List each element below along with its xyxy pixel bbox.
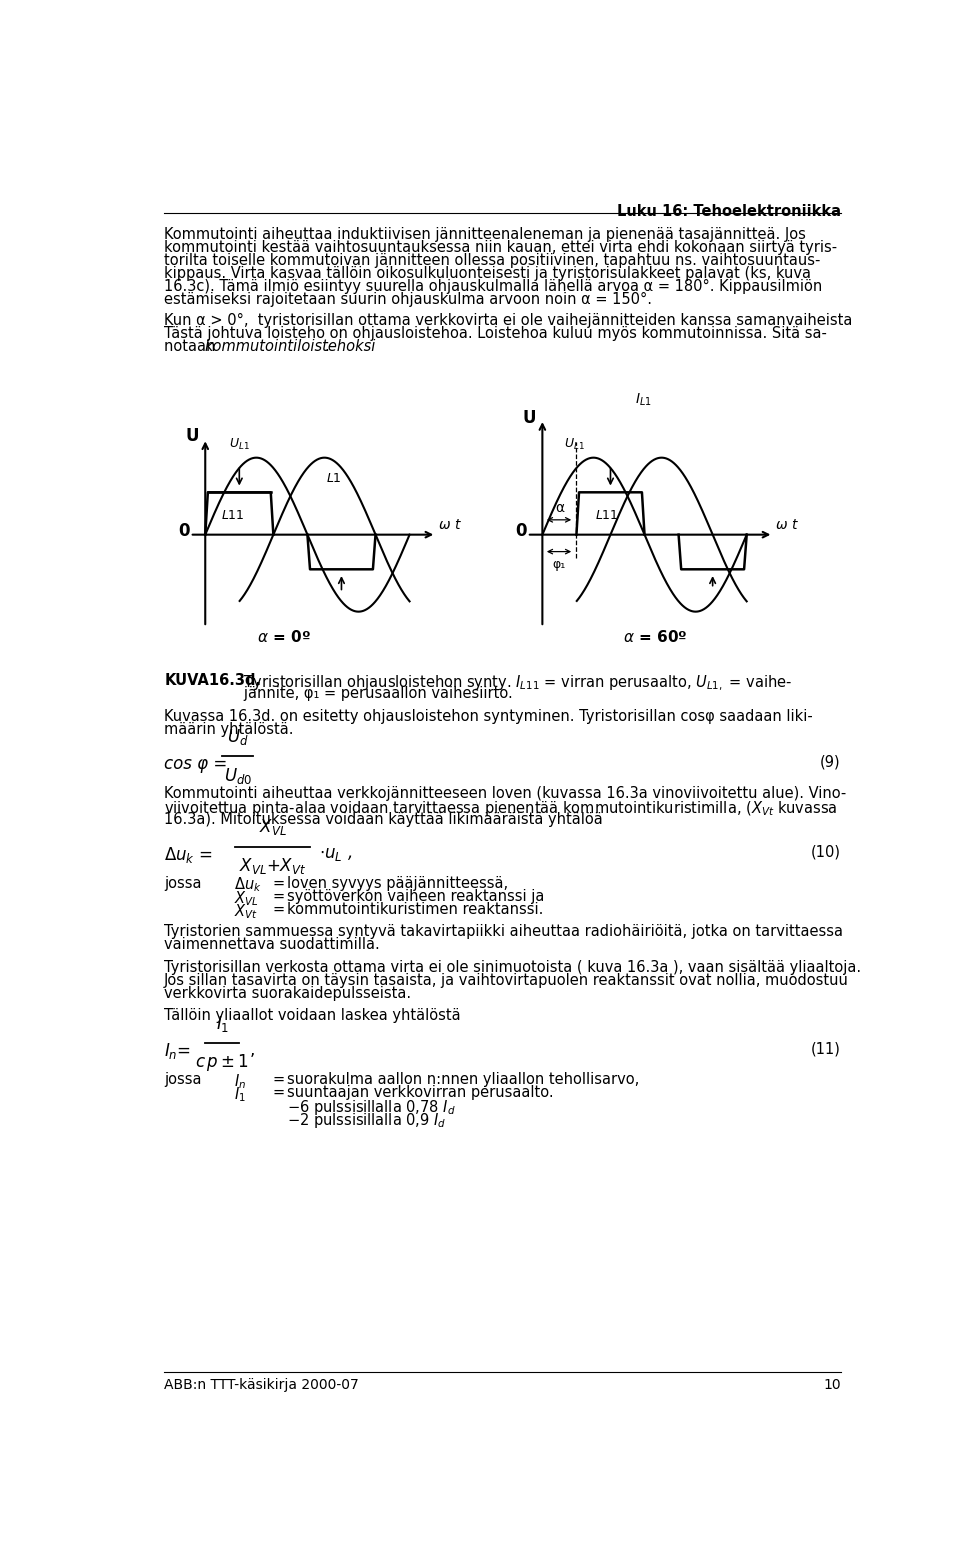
Text: ω t: ω t: [440, 519, 461, 533]
Text: $c\,p \pm 1$: $c\,p \pm 1$: [195, 1052, 250, 1073]
Text: $U_{L1}$: $U_{L1}$: [564, 436, 585, 452]
Text: Tällöin yliaallot voidaan laskea yhtälöstä: Tällöin yliaallot voidaan laskea yhtälös…: [164, 1008, 461, 1024]
Text: ,: ,: [250, 1041, 254, 1060]
Text: 16.3c). Tämä ilmiö esiintyy suurella ohjauskulmalla lähellä arvoa α = 180°. Kipp: 16.3c). Tämä ilmiö esiintyy suurella ohj…: [164, 279, 823, 295]
Text: $U_d$: $U_d$: [227, 728, 249, 748]
Text: ABB:n TTT-käsikirja 2000-07: ABB:n TTT-käsikirja 2000-07: [164, 1378, 359, 1392]
Text: =: =: [273, 877, 285, 891]
Text: U: U: [522, 409, 537, 426]
Text: =: =: [273, 1085, 285, 1101]
Text: KUVA16.3d.: KUVA16.3d.: [164, 673, 261, 688]
Text: Tyristorisillan verkosta ottama virta ei ole sinimuotoista ( kuva 16.3a ), vaan : Tyristorisillan verkosta ottama virta ei…: [164, 960, 861, 975]
Text: Tyristorisillan ohjausloistehon synty. $I_{L11}$ = virran perusaalto, $U_{L1,}$ : Tyristorisillan ohjausloistehon synty. $…: [230, 673, 792, 693]
Text: vaimennettava suodattimilla.: vaimennettava suodattimilla.: [164, 938, 380, 952]
Text: $U_{L1}$: $U_{L1}$: [229, 436, 250, 452]
Text: $I_{L1}$: $I_{L1}$: [636, 390, 652, 408]
Text: 16.3a). Mitoituksessa voidaan käyttää likimääräistä yhtälöä: 16.3a). Mitoituksessa voidaan käyttää li…: [164, 812, 603, 826]
Text: suuntaajan verkkovirran perusaalto.: suuntaajan verkkovirran perusaalto.: [287, 1085, 553, 1101]
Text: $I_n$: $I_n$: [234, 1073, 246, 1091]
Text: $L1$: $L1$: [326, 472, 342, 485]
Text: kommutointiloistehoksi: kommutointiloistehoksi: [204, 339, 376, 354]
Text: U: U: [185, 426, 199, 445]
Text: $\Delta u_k$: $\Delta u_k$: [234, 877, 261, 894]
Text: torilta toiselle kommutoivan jännitteen ollessa positiivinen, tapahtuu ns. vaiht: torilta toiselle kommutoivan jännitteen …: [164, 252, 821, 268]
Text: kommutointikuristimen reaktanssi.: kommutointikuristimen reaktanssi.: [287, 902, 543, 917]
Text: jossa: jossa: [164, 877, 202, 891]
Text: cos φ =: cos φ =: [164, 754, 228, 773]
Text: $I_1$: $I_1$: [234, 1085, 246, 1104]
Text: ω t: ω t: [777, 519, 798, 533]
Text: $\alpha$ = 60º: $\alpha$ = 60º: [622, 629, 687, 644]
Text: =: =: [273, 1073, 285, 1087]
Text: (11): (11): [811, 1041, 841, 1057]
Text: syöttöverkon vaiheen reaktanssi ja: syöttöverkon vaiheen reaktanssi ja: [287, 889, 544, 903]
Text: kommutointi kestää vaihtosuuntauksessa niin kauan, ettei virta ehdi kokonaan sii: kommutointi kestää vaihtosuuntauksessa n…: [164, 240, 837, 254]
Text: −2 pulssisillalla 0,9 $I_d$: −2 pulssisillalla 0,9 $I_d$: [287, 1112, 446, 1131]
Text: jännite, φ₁ = perusaallon vaihesiirto.: jännite, φ₁ = perusaallon vaihesiirto.: [230, 687, 513, 701]
Text: φ₁: φ₁: [553, 558, 566, 571]
Text: Jos sillan tasavirta on täysin tasaista, ja vaihtovirtapuolen reaktanssit ovat n: Jos sillan tasavirta on täysin tasaista,…: [164, 972, 849, 988]
Text: $L11$: $L11$: [221, 510, 245, 522]
Text: Kommutointi aiheuttaa verkkojännitteeseen loven (kuvassa 16.3a vinoviivoitettu a: Kommutointi aiheuttaa verkkojännitteesee…: [164, 786, 847, 801]
Text: $\cdot u_L$ ,: $\cdot u_L$ ,: [319, 845, 352, 862]
Text: kippaus. Virta kasvaa tällöin oikosulkuluonteisesti ja tyristorisulakkeet palava: kippaus. Virta kasvaa tällöin oikosulkul…: [164, 267, 811, 281]
Text: Kuvassa 16.3d. on esitetty ohjausloistehon syntyminen. Tyristorisillan cosφ saad: Kuvassa 16.3d. on esitetty ohjausloisteh…: [164, 709, 813, 724]
Text: $I_n$=: $I_n$=: [164, 1041, 191, 1062]
Text: $X_{VL}$: $X_{VL}$: [259, 817, 287, 837]
Text: Kommutointi aiheuttaa induktiivisen jännitteenaleneman ja pienenää tasajännitteä: Kommutointi aiheuttaa induktiivisen jänn…: [164, 227, 806, 241]
Text: 0: 0: [516, 522, 527, 539]
Text: viivoitettua pinta-alaa voidaan tarvittaessa pienentää kommutointikuristimilla, : viivoitettua pinta-alaa voidaan tarvitta…: [164, 798, 837, 818]
Text: $I_1$: $I_1$: [216, 1013, 228, 1033]
Text: Tyristorien sammuessa syntyvä takavirtapiikki aiheuttaa radiohäiriöitä, jotka on: Tyristorien sammuessa syntyvä takavirtap…: [164, 924, 843, 939]
Text: 0: 0: [179, 522, 190, 539]
Text: (10): (10): [811, 845, 841, 859]
Text: määrin yhtälöstä.: määrin yhtälöstä.: [164, 721, 294, 737]
Text: α: α: [555, 502, 564, 516]
Text: =: =: [273, 902, 285, 917]
Text: notaan: notaan: [164, 339, 220, 354]
Text: $X_{VL}$: $X_{VL}$: [234, 889, 258, 908]
Text: $U_{d0}$: $U_{d0}$: [224, 765, 252, 786]
Text: (9): (9): [820, 754, 841, 770]
Text: $X_{Vt}$: $X_{Vt}$: [234, 902, 258, 920]
Text: Luku 16: Tehoelektroniikka: Luku 16: Tehoelektroniikka: [616, 204, 841, 218]
Text: loven syvyys pääjännitteessä,: loven syvyys pääjännitteessä,: [287, 877, 508, 891]
Text: Tästä johtuva loisteho on ohjausloistehoa. Loistehoa kuluu myös kommutoinnissa. : Tästä johtuva loisteho on ohjausloisteho…: [164, 326, 828, 340]
Text: verkkovirta suorakaidepulsseista.: verkkovirta suorakaidepulsseista.: [164, 986, 411, 1000]
Text: −6 pulssisillalla 0,78 $I_d$: −6 pulssisillalla 0,78 $I_d$: [287, 1098, 455, 1118]
Text: jossa: jossa: [164, 1073, 202, 1087]
Text: estämiseksi rajoitetaan suurin ohjauskulma arvoon noin α = 150°.: estämiseksi rajoitetaan suurin ohjauskul…: [164, 292, 652, 307]
Text: 10: 10: [823, 1378, 841, 1392]
Text: $\alpha$ = 0º: $\alpha$ = 0º: [257, 629, 311, 644]
Text: Kun α > 0°,  tyristorisillan ottama verkkovirta ei ole vaihejännitteiden kanssa : Kun α > 0°, tyristorisillan ottama verkk…: [164, 314, 852, 328]
Text: $\Delta u_k$ =: $\Delta u_k$ =: [164, 845, 213, 866]
Text: $X_{VL}$+$X_{Vt}$: $X_{VL}$+$X_{Vt}$: [239, 856, 306, 877]
Text: suorakulma aallon n:nnen yliaallon tehollisarvo,: suorakulma aallon n:nnen yliaallon tehol…: [287, 1073, 638, 1087]
Text: =: =: [273, 889, 285, 903]
Text: $L11$: $L11$: [595, 510, 618, 522]
Text: .: .: [324, 339, 329, 354]
